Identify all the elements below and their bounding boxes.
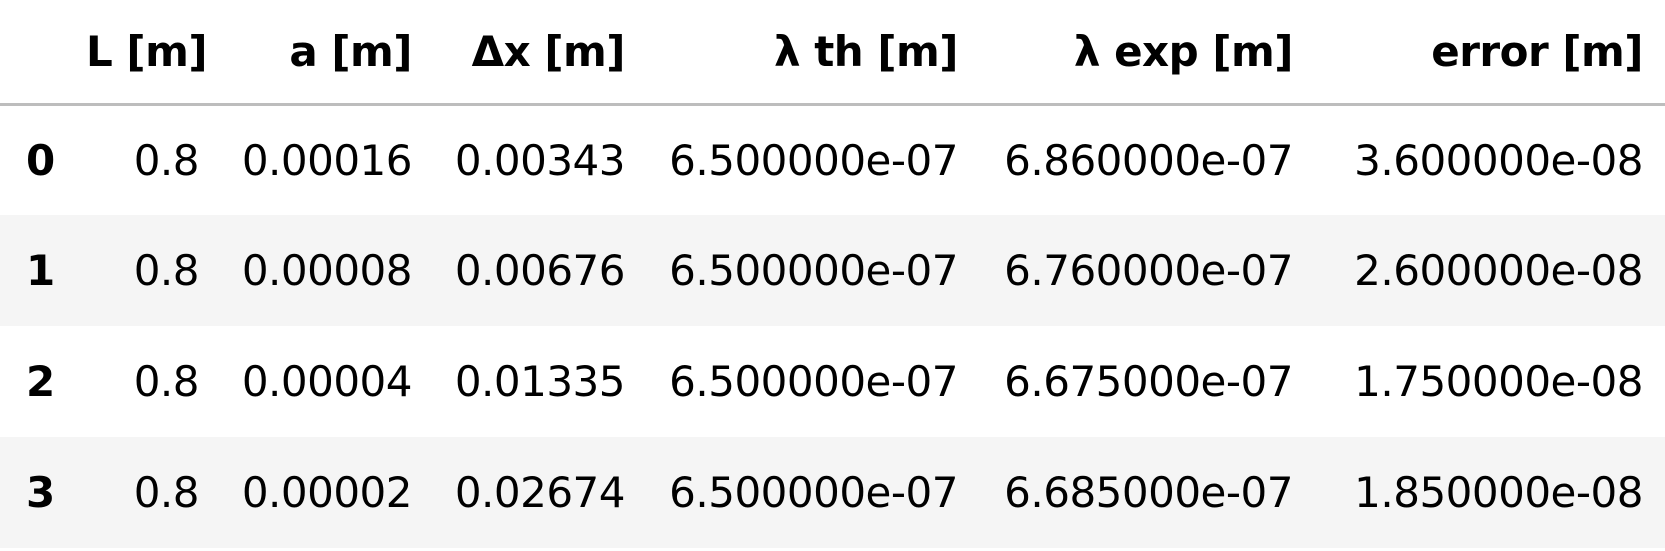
header-delta-x: Δx [m] (471, 26, 626, 76)
header-lambda-th: λ th [m] (774, 26, 958, 76)
cell-error: 1.750000e-08 (1354, 357, 1643, 406)
cell-delta-x: 0.02674 (454, 468, 626, 517)
cell-lambda-exp: 6.675000e-07 (1004, 357, 1293, 406)
header-row: L [m] a [m] Δx [m] λ th [m] λ exp [m] er… (0, 0, 1665, 104)
row-index: 3 (26, 468, 56, 517)
header-L: L [m] (86, 26, 208, 76)
cell-delta-x: 0.00676 (454, 246, 626, 295)
table-header: L [m] a [m] Δx [m] λ th [m] λ exp [m] er… (0, 0, 1665, 104)
table-row: 3 0.8 0.00002 0.02674 6.500000e-07 6.685… (0, 437, 1665, 548)
cell-lambda-exp: 6.860000e-07 (1004, 135, 1293, 185)
cell-a: 0.00016 (241, 135, 413, 185)
row-index: 2 (26, 357, 56, 406)
cell-delta-x: 0.00343 (454, 135, 626, 185)
cell-error: 1.850000e-08 (1354, 468, 1643, 517)
header-a: a [m] (289, 26, 412, 76)
cell-lambda-exp: 6.760000e-07 (1004, 246, 1293, 295)
cell-lambda-th: 6.500000e-07 (669, 246, 958, 295)
cell-L: 0.8 (133, 135, 200, 185)
cell-lambda-exp: 6.685000e-07 (1004, 468, 1293, 517)
cell-error: 3.600000e-08 (1354, 135, 1643, 185)
cell-a: 0.00008 (241, 246, 413, 295)
cell-L: 0.8 (133, 468, 200, 517)
header-lambda-exp: λ exp [m] (1073, 26, 1294, 76)
cell-delta-x: 0.01335 (454, 357, 626, 406)
cell-lambda-th: 6.500000e-07 (669, 135, 958, 185)
header-error: error [m] (1431, 26, 1643, 76)
table-body: 0 0.8 0.00016 0.00343 6.500000e-07 6.860… (0, 104, 1665, 548)
cell-a: 0.00002 (241, 468, 413, 517)
cell-L: 0.8 (133, 246, 200, 295)
cell-L: 0.8 (133, 357, 200, 406)
header-index-cell (0, 0, 86, 104)
cell-a: 0.00004 (241, 357, 413, 406)
cell-error: 2.600000e-08 (1354, 246, 1643, 295)
row-index: 0 (26, 135, 56, 185)
cell-lambda-th: 6.500000e-07 (669, 357, 958, 406)
table-row: 1 0.8 0.00008 0.00676 6.500000e-07 6.760… (0, 215, 1665, 326)
table-row: 2 0.8 0.00004 0.01335 6.500000e-07 6.675… (0, 326, 1665, 437)
row-index: 1 (26, 246, 56, 295)
cell-lambda-th: 6.500000e-07 (669, 468, 958, 517)
table-row: 0 0.8 0.00016 0.00343 6.500000e-07 6.860… (0, 104, 1665, 215)
